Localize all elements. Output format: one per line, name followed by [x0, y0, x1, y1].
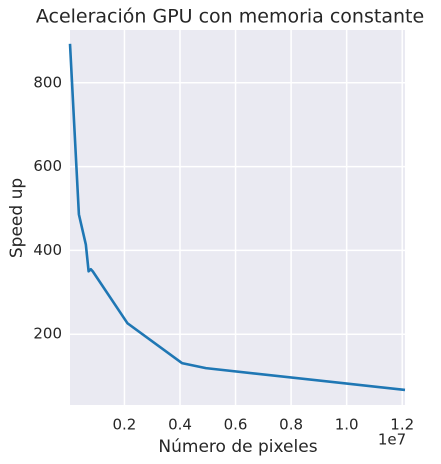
line-series: [68, 43, 406, 392]
y-tick-label: 600: [33, 157, 62, 175]
x-tick-label: 1.0: [335, 416, 359, 434]
y-tick-label: 200: [33, 325, 62, 343]
x-tick-label: 0.6: [224, 416, 248, 434]
x-tick-label: 0.4: [168, 416, 192, 434]
chart-title: Aceleración GPU con memoria constante: [36, 6, 424, 28]
y-axis-label: Speed up: [7, 178, 27, 258]
x-tick-label: 1.2: [390, 416, 414, 434]
x-tick-label: 0.2: [113, 416, 137, 434]
x-tick-label: 0.8: [279, 416, 303, 434]
y-tick-label: 400: [33, 241, 62, 259]
x-axis-label: Número de pixeles: [158, 437, 317, 457]
y-tick-label: 800: [33, 73, 62, 91]
x-offset-label: 1e7: [378, 431, 406, 449]
plot-background: [70, 30, 405, 405]
